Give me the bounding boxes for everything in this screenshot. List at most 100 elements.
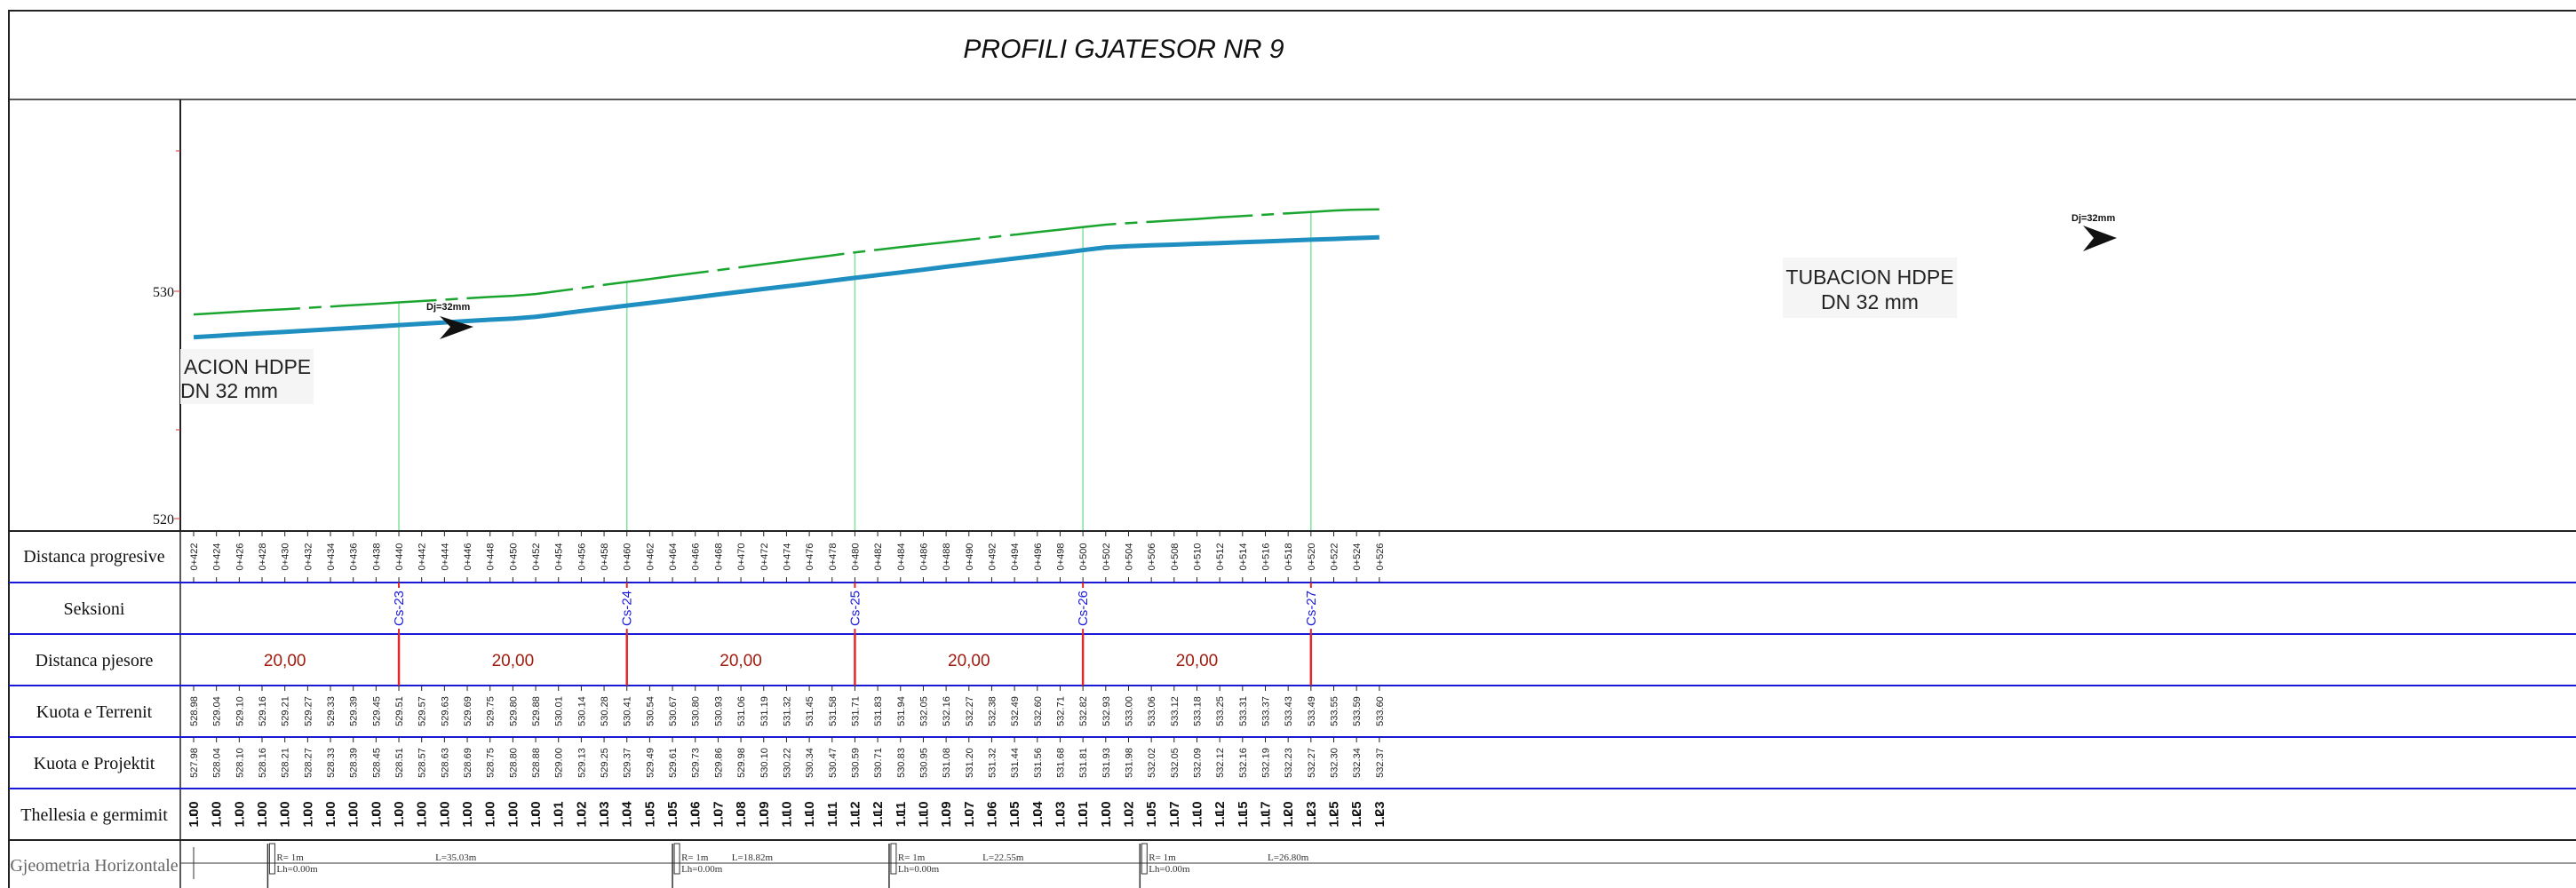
- depth-label: 1.00: [323, 801, 338, 827]
- terrain-elevation-label: 531.71: [850, 696, 861, 726]
- depth-label: 1.05: [665, 801, 680, 827]
- pipe-label-right: TUBACION HDPE DN 32 mm: [1783, 258, 1957, 318]
- station-label: 0+466: [691, 543, 702, 571]
- project-elevation-label: 528.51: [394, 748, 405, 778]
- geometry-mark-radius-2: R= 1m: [681, 852, 709, 863]
- row-label-distanca-pjesore: Distanca pjesore: [36, 651, 154, 670]
- station-label: 0+510: [1192, 543, 1203, 571]
- depth-label: 1.00: [415, 801, 430, 827]
- station-label: 0+502: [1101, 543, 1112, 571]
- terrain-elevation-label: 532.38: [987, 696, 998, 726]
- section-label-bg-5: [1303, 588, 1318, 629]
- project-elevation-label: 528.75: [486, 748, 497, 778]
- profile-layer: [193, 208, 1379, 531]
- project-elevation-label: 528.63: [440, 748, 450, 778]
- station-label: 0+434: [326, 543, 337, 571]
- drawing-border: [8, 10, 2576, 888]
- terrain-elevation-label: 532.27: [965, 696, 975, 726]
- terrain-elevation-label: 531.45: [805, 696, 815, 726]
- depth-label: 1.00: [483, 801, 498, 827]
- row-labels: Distanca progresive Seksioni Distanca pj…: [10, 547, 178, 876]
- depth-label: 1.00: [232, 801, 247, 827]
- depth-label: 1.05: [1144, 801, 1159, 827]
- project-elevation-label: 528.80: [508, 748, 519, 778]
- depth-label: 1.00: [369, 801, 384, 827]
- depth-label: 1.23: [1372, 801, 1387, 827]
- depth-label: 1.07: [1167, 801, 1182, 827]
- depth-label: 1.00: [255, 801, 270, 827]
- depth-label: 1.01: [552, 801, 567, 827]
- station-label: 0+496: [1033, 543, 1044, 571]
- project-elevation-label: 531.32: [987, 748, 998, 778]
- project-elevation-label: 529.86: [713, 748, 724, 778]
- project-elevation-label: 532.02: [1147, 748, 1157, 778]
- geometry-mark-radius-1: R= 1m: [276, 852, 304, 863]
- project-elevation-label: 532.27: [1307, 748, 1317, 778]
- section-label-bg-3: [847, 588, 863, 629]
- project-elevation-label: 529.25: [600, 748, 610, 778]
- geometry-mark-length-1: Lh=0.00m: [276, 864, 318, 875]
- terrain-elevation-label: 530.93: [713, 696, 724, 726]
- station-label: 0+488: [942, 543, 952, 571]
- geometry-mark-box-3: [890, 843, 897, 875]
- terrain-elevation-label: 531.06: [736, 696, 747, 726]
- station-label: 0+430: [281, 543, 291, 571]
- depth-label: 1.10: [1189, 801, 1205, 827]
- terrain-elevation-label: 529.39: [349, 696, 360, 726]
- terrain-elevation-label: 532.05: [918, 696, 929, 726]
- project-elevation-label: 530.71: [873, 748, 884, 778]
- partial-distance-label-5: 20,00: [1176, 652, 1219, 670]
- terrain-elevation-label: 533.12: [1170, 696, 1181, 726]
- station-label: 0+470: [736, 543, 747, 571]
- project-elevation-label: 528.69: [463, 748, 473, 778]
- station-label: 0+450: [508, 543, 519, 571]
- project-elevation-label: 528.27: [303, 748, 314, 778]
- terrain-elevation-label: 533.18: [1192, 696, 1203, 726]
- project-elevation-label: 529.49: [645, 748, 656, 778]
- project-elevation-label: 528.39: [349, 748, 360, 778]
- terrain-elevation-label: 529.33: [326, 696, 337, 726]
- project-elevation-label: 530.95: [918, 748, 929, 778]
- project-elevation-label: 528.10: [235, 748, 245, 778]
- terrain-elevation-label: 531.94: [896, 696, 907, 726]
- project-elevation-label: 528.21: [281, 748, 291, 778]
- partial-distance-label-3: 20,00: [720, 652, 762, 670]
- terrain-elevation-label: 529.04: [212, 696, 223, 726]
- depth-label: 1.02: [1121, 801, 1136, 827]
- depth-label: 1.00: [505, 801, 521, 827]
- project-elevation-label: 529.00: [554, 748, 565, 778]
- dj-label-1: Dj=32mm: [426, 302, 470, 313]
- station-label: 0+482: [873, 543, 884, 571]
- geometry-mark-length-3: Lh=0.00m: [898, 864, 940, 875]
- station-label: 0+464: [668, 543, 679, 571]
- terrain-elevation-label: 529.69: [463, 696, 473, 726]
- project-elevation-label: 530.47: [828, 748, 839, 778]
- terrain-elevation-label: 530.41: [623, 696, 633, 726]
- terrain-elevation-label: 529.45: [371, 696, 382, 726]
- section-label-bg-2: [619, 588, 634, 629]
- project-elevation-label: 527.98: [189, 748, 200, 778]
- terrain-elevation-label: 529.63: [440, 696, 450, 726]
- depth-label: 1.00: [529, 801, 544, 827]
- station-label: 0+478: [828, 543, 839, 571]
- geometry-segment-label-1: L=35.03m: [435, 852, 477, 863]
- terrain-elevation-label: 530.14: [576, 696, 587, 726]
- station-label: 0+448: [486, 543, 497, 571]
- section-label-bg-4: [1076, 588, 1091, 629]
- project-elevation-label: 532.16: [1238, 748, 1249, 778]
- row-label-kuota-terrenit: Kuota e Terrenit: [36, 702, 153, 722]
- project-elevation-label: 529.37: [623, 748, 633, 778]
- pipe-label-right-line2: DN 32 mm: [1821, 290, 1919, 313]
- flow-arrow-1-icon: [440, 316, 473, 339]
- depth-label: 1.09: [939, 801, 954, 827]
- terrain-elevation-label: 529.57: [417, 696, 428, 726]
- station-label: 0+460: [623, 543, 633, 571]
- depth-label: 1.11: [894, 802, 909, 827]
- terrain-elevation-label: 533.31: [1238, 696, 1249, 726]
- depth-label: 1.00: [210, 801, 225, 827]
- pipe-label-right-line1: TUBACION HDPE: [1785, 266, 1953, 289]
- station-label: 0+522: [1330, 543, 1340, 571]
- project-elevation-label: 530.34: [805, 748, 815, 778]
- geometry-segment-label-3: L=22.55m: [982, 852, 1024, 863]
- depth-label: 1.00: [187, 801, 202, 827]
